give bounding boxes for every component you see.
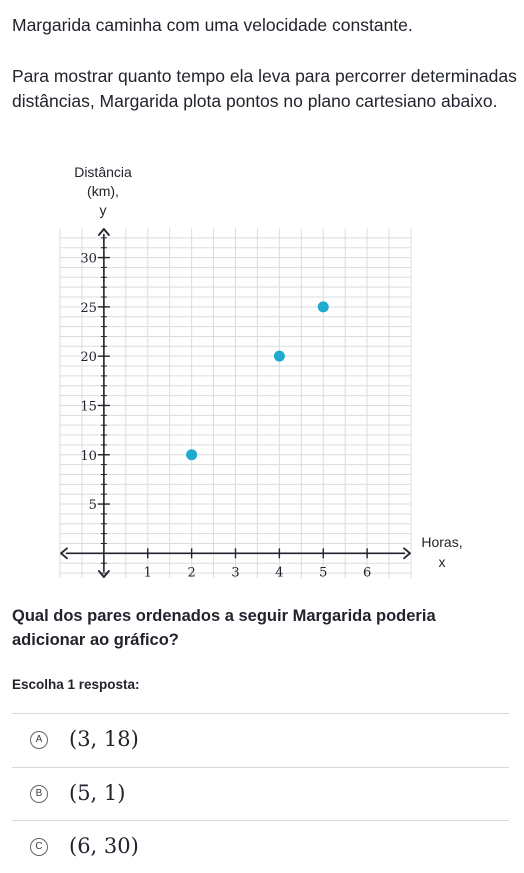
y-tick-label: 25	[80, 301, 97, 316]
scatter-chart: 5 10 15 20 25 30 1 2 3 4 5 6 Distância (km), y Horas, x	[59, 164, 463, 580]
y-tick-label: 15	[80, 399, 97, 414]
option-c-text: (6, 30)	[69, 834, 139, 858]
x-tick-label: 4	[275, 565, 283, 580]
question-text: Qual dos pares ordenados a seguir Margar…	[12, 607, 436, 649]
x-axis-label: x	[439, 554, 446, 570]
y-axis-arrow-down	[97, 570, 110, 578]
divider	[12, 820, 509, 821]
y-tick-label: 30	[80, 252, 97, 267]
data-point	[186, 449, 198, 461]
intro-text: Margarida caminha com uma velocidade con…	[12, 15, 413, 35]
x-axis-arrow-right	[403, 547, 411, 560]
option-c-badge: C	[30, 838, 48, 856]
instruction-text: Escolha 1 resposta:	[12, 677, 140, 692]
data-point	[273, 350, 285, 362]
divider	[12, 767, 509, 768]
x-axis-arrow-left	[60, 547, 68, 560]
divider	[12, 713, 509, 714]
y-tick-label: 20	[80, 350, 97, 365]
y-tick-label: 5	[89, 498, 97, 513]
x-tick-label: 5	[319, 565, 327, 580]
data-point	[317, 301, 329, 313]
option-c[interactable]: C (6, 30)	[12, 821, 509, 873]
chart-labels: 5 10 15 20 25 30 1 2 3 4 5 6 Distância (km), y Horas, x	[74, 164, 462, 580]
chart-grid	[59, 228, 412, 578]
option-a-text: (3, 18)	[69, 727, 139, 751]
y-axis-arrow-up	[97, 228, 110, 236]
y-tick-label: 10	[80, 449, 97, 464]
chart-points	[186, 301, 329, 461]
x-tick-label: 2	[187, 565, 195, 580]
y-axis-label: (km),	[87, 183, 119, 199]
y-axis-label: y	[100, 202, 107, 218]
x-tick-label: 1	[144, 565, 152, 580]
option-a-badge: A	[30, 731, 48, 749]
description-text: Para mostrar quanto tempo ela leva para …	[12, 66, 517, 111]
x-axis-label: Horas,	[421, 534, 462, 550]
x-tick-label: 3	[231, 565, 239, 580]
option-b-badge: B	[30, 785, 48, 803]
option-b-text: (5, 1)	[69, 781, 126, 805]
option-b[interactable]: B (5, 1)	[12, 768, 509, 820]
option-a[interactable]: A (3, 18)	[12, 714, 509, 766]
y-axis-label: Distância	[74, 164, 132, 180]
chart-ticks	[97, 237, 368, 574]
x-tick-label: 6	[363, 565, 371, 580]
